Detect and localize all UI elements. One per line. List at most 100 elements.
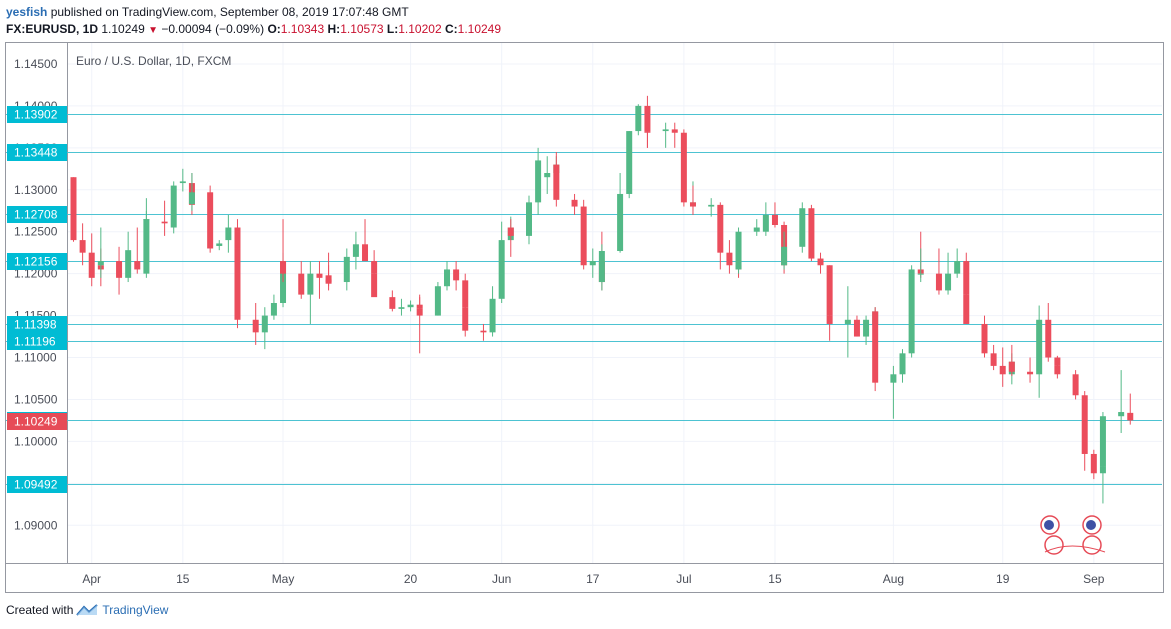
candle: [280, 219, 287, 283]
candle: [1072, 370, 1079, 400]
candle-body: [462, 307, 469, 331]
candle: [626, 131, 633, 199]
candle-body: [817, 258, 824, 266]
candle-body: [316, 273, 323, 278]
candle: [225, 214, 232, 253]
candle: [781, 231, 788, 270]
level-label: 1.11398: [14, 318, 57, 332]
candle: [498, 221, 505, 303]
price-chart[interactable]: 1.145001.140001.135001.130001.125001.120…: [5, 42, 1165, 594]
candle-body: [234, 248, 241, 320]
candle-body: [270, 303, 277, 316]
candle-body: [143, 219, 150, 274]
open-value: 1.10343: [280, 22, 325, 36]
level-label: 1.09492: [14, 478, 58, 492]
candle: [207, 185, 214, 253]
author-name[interactable]: yesfish: [6, 5, 48, 19]
candle-body: [343, 256, 350, 283]
candle-body: [1118, 412, 1125, 417]
candle-body: [735, 231, 742, 270]
candle-body: [1008, 361, 1015, 372]
candle-body: [872, 311, 879, 383]
candle-body: [125, 250, 132, 278]
events-icon[interactable]: [1040, 515, 1106, 555]
candle-body: [826, 265, 833, 316]
candle-body: [1072, 374, 1079, 396]
candle-body: [1036, 319, 1043, 375]
candle: [1045, 303, 1052, 362]
candle-body: [234, 227, 241, 249]
candle: [535, 147, 542, 215]
candle: [680, 129, 687, 207]
candle-body: [799, 208, 806, 247]
low-label: L:: [386, 22, 399, 36]
candle-body: [88, 252, 95, 278]
candle-body: [434, 286, 441, 316]
last-price: 1.10249: [101, 22, 145, 36]
chart-title: Euro / U.S. Dollar, 1D, FXCM: [76, 54, 231, 68]
level-label: 1.12156: [14, 255, 58, 269]
candle: [188, 173, 195, 211]
candle-body: [188, 192, 195, 205]
candle: [462, 298, 469, 337]
candle-body: [662, 129, 669, 132]
candle: [371, 261, 378, 298]
candle: [307, 261, 314, 324]
candle-body: [689, 202, 696, 207]
candle-body: [753, 227, 760, 232]
candle: [1099, 412, 1106, 471]
candle: [808, 204, 815, 262]
price-change: −0.00094 (−0.09%): [161, 22, 265, 36]
candle: [644, 126, 651, 148]
candle: [416, 294, 423, 354]
last-price-label-bg: [7, 413, 67, 430]
candles: [70, 95, 1134, 504]
level-label: 1.12708: [14, 208, 58, 222]
candle-body: [544, 173, 551, 178]
level-label-bg: [7, 316, 67, 333]
candle: [817, 252, 824, 274]
candle: [917, 248, 924, 283]
candle: [771, 202, 778, 228]
candle: [489, 286, 496, 337]
candle-body: [963, 294, 970, 324]
candle: [580, 199, 587, 270]
candle: [689, 185, 696, 215]
candle-body: [1054, 365, 1061, 375]
candle: [216, 240, 223, 251]
candle: [826, 265, 833, 316]
candle: [1081, 391, 1088, 471]
candle: [863, 315, 870, 345]
level-label-bg: [7, 253, 67, 270]
candle-body: [371, 273, 378, 298]
candle: [899, 349, 906, 383]
candle-body: [598, 251, 605, 283]
candle: [945, 252, 952, 295]
tradingview-brand[interactable]: TradingView: [102, 603, 169, 617]
candle: [116, 246, 123, 295]
candle-body: [325, 279, 332, 284]
y-tick-label: 1.12000: [14, 267, 58, 281]
level-label-bg: [7, 476, 67, 493]
candle-body: [1099, 416, 1106, 467]
candle: [70, 177, 77, 242]
candle: [708, 198, 715, 217]
candle-body: [826, 315, 833, 324]
candle: [753, 219, 760, 236]
candle-body: [990, 353, 997, 366]
candle: [343, 248, 350, 291]
footer: Created with TradingView: [6, 603, 168, 617]
candle: [935, 248, 942, 295]
candle-body: [252, 319, 259, 333]
candle-body: [79, 240, 86, 253]
candle: [1008, 344, 1015, 376]
candle-body: [280, 261, 287, 274]
candle-body: [726, 252, 733, 266]
candle-body: [644, 131, 651, 133]
candle-body: [708, 204, 715, 207]
candle: [963, 286, 970, 324]
candle-body: [298, 273, 305, 295]
candle: [325, 265, 332, 287]
candle: [298, 261, 305, 299]
candle-body: [617, 193, 624, 251]
